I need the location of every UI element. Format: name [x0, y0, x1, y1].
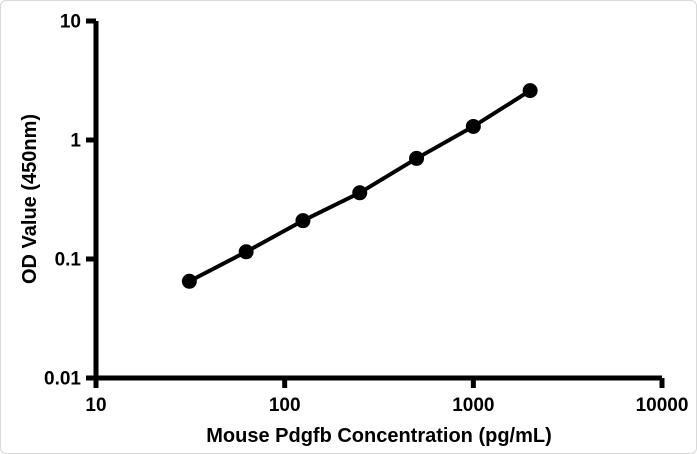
data-point — [181, 273, 197, 289]
y-tick-label: 0.01 — [44, 369, 81, 390]
y-tick-label: 1 — [70, 131, 81, 152]
series-layer — [181, 83, 538, 289]
axes-layer: 10 100 1000 10000 0.01 0.1 1 10 — [44, 12, 688, 417]
x-tick-label: 10 — [85, 395, 106, 416]
data-point — [409, 150, 425, 166]
y-tick-label: 0.1 — [55, 250, 82, 271]
y-axis-title: OD Value (450nm) — [19, 114, 41, 284]
y-tick-label: 10 — [60, 12, 81, 33]
data-point — [522, 83, 538, 99]
data-point — [465, 118, 481, 134]
x-axis-title: Mouse Pdgfb Concentration (pg/mL) — [206, 425, 552, 447]
data-point — [238, 244, 254, 260]
x-tick-label: 100 — [269, 395, 301, 416]
x-tick-label: 1000 — [452, 395, 494, 416]
data-point — [295, 213, 311, 229]
axis-spine — [93, 21, 662, 381]
data-point — [352, 185, 368, 201]
x-tick-label: 10000 — [636, 395, 689, 416]
